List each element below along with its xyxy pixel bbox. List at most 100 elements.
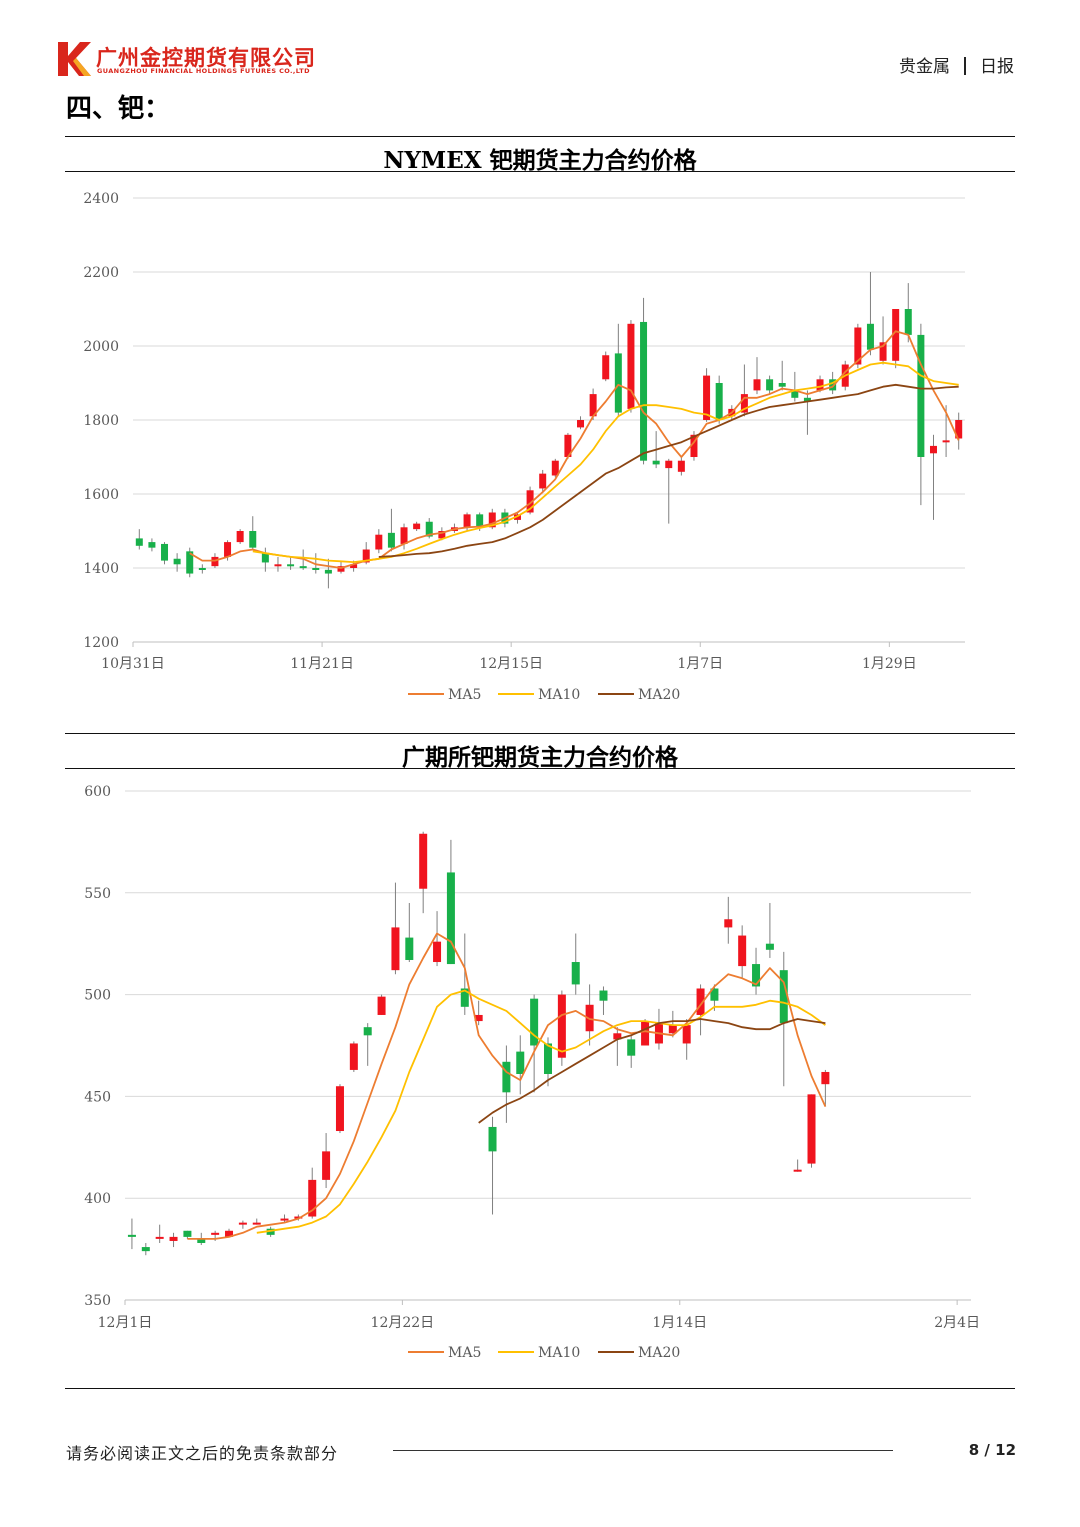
y-tick-label: 1400 xyxy=(83,561,119,577)
candle-up xyxy=(551,460,559,476)
candle-up xyxy=(740,394,748,413)
legend-item: MA10 xyxy=(498,1345,580,1361)
candle-up xyxy=(413,523,421,530)
candle-up xyxy=(322,1151,331,1180)
page-number: 8 / 12 xyxy=(968,1441,1016,1459)
candle-up xyxy=(419,833,428,889)
page-footer: 请务必阅读正文之后的免责条款部分 8 / 12 xyxy=(66,1440,1016,1464)
candle-down xyxy=(266,1228,275,1235)
candle-down xyxy=(652,460,660,465)
candle-down xyxy=(904,309,912,335)
candle-up xyxy=(474,1014,483,1022)
candle-up xyxy=(169,1236,178,1241)
y-tick-label: 1800 xyxy=(83,413,119,429)
candle-up xyxy=(854,327,862,365)
candle-down xyxy=(866,323,874,350)
candle-down xyxy=(186,551,194,574)
x-tick-label: 12月15日 xyxy=(479,656,543,672)
candle-down xyxy=(183,1230,192,1237)
candle-down xyxy=(715,383,723,420)
ma20-line xyxy=(478,1018,826,1124)
candle-up xyxy=(724,919,733,928)
candle-down xyxy=(261,553,269,563)
nymex-candlestick-chart: 1200 1400 1600 1800 2000 2200 2400 10月31日 11月21日… xyxy=(83,191,965,703)
candle-down xyxy=(312,568,320,570)
candle-down xyxy=(363,1027,372,1036)
candle-up xyxy=(665,460,673,469)
candle-up xyxy=(362,549,370,563)
candle-up xyxy=(589,394,597,417)
ma10-line xyxy=(256,989,826,1234)
legend-item: MA5 xyxy=(408,687,481,703)
candle-up xyxy=(668,1025,677,1034)
candle-down xyxy=(765,943,774,950)
header-divider xyxy=(964,57,966,75)
candle-up xyxy=(807,1094,816,1164)
candle-up xyxy=(879,342,887,361)
candle-up xyxy=(613,1033,622,1040)
candle-up xyxy=(703,375,711,420)
candle-up xyxy=(238,1222,247,1225)
candle-down xyxy=(502,1061,511,1093)
candle-up xyxy=(155,1236,164,1239)
candle-down xyxy=(161,543,169,561)
company-name-en: GUANGZHOU FINANCIAL HOLDINGS FUTURES CO.… xyxy=(97,67,310,75)
candle-up xyxy=(337,566,345,572)
y-tick-label: 2400 xyxy=(83,191,119,207)
ma10-line xyxy=(252,361,959,563)
candle-up xyxy=(438,531,446,539)
candle-down xyxy=(135,538,143,546)
y-tick-label: 350 xyxy=(84,1293,111,1309)
candle-down xyxy=(460,988,469,1007)
candle-down xyxy=(249,531,257,548)
category-label: 贵金属 xyxy=(899,57,950,77)
x-tick-label: 1月29日 xyxy=(862,656,917,672)
candle-down xyxy=(791,390,799,398)
candle-up xyxy=(224,542,232,557)
candle-down xyxy=(287,564,295,567)
candle-up xyxy=(294,1216,303,1219)
candle-down xyxy=(127,1234,136,1237)
candle-down xyxy=(544,1043,552,1075)
candle-up xyxy=(539,473,547,489)
candle-up xyxy=(433,941,442,963)
candle-up xyxy=(602,355,610,380)
page-header: 广州金控期货有限公司 GUANGZHOU FINANCIAL HOLDINGS … xyxy=(0,0,1080,90)
x-tick-label: 1月14日 xyxy=(652,1315,707,1331)
candle-down xyxy=(299,566,307,569)
company-name-cn: 广州金控期货有限公司 xyxy=(96,46,316,70)
candle-up xyxy=(211,556,219,567)
candle-down xyxy=(324,569,332,574)
y-tick-label: 600 xyxy=(84,784,111,800)
candle-down xyxy=(752,964,761,987)
candle-up xyxy=(738,935,747,967)
candle-up xyxy=(955,420,963,439)
candle-up xyxy=(463,514,471,528)
footer-divider xyxy=(393,1450,893,1451)
x-tick-label: 1月7日 xyxy=(677,656,723,672)
candle-up xyxy=(564,434,572,457)
candle-up xyxy=(225,1230,234,1237)
company-logo-icon xyxy=(58,42,91,76)
candle-down xyxy=(405,937,414,960)
candle-down xyxy=(387,532,395,548)
x-tick-label: 2月4日 xyxy=(934,1315,980,1331)
nymex-chart-block: NYMEX 钯期货主力合约价格 1200 1400 1600 1800 2000 2200… xyxy=(65,136,1015,716)
candle-down xyxy=(640,321,648,461)
y-tick-label: 1200 xyxy=(83,635,119,651)
candle-up xyxy=(377,996,386,1015)
candle-down xyxy=(198,568,206,570)
candle-up xyxy=(350,564,358,568)
legend-label: MA10 xyxy=(538,1345,580,1361)
gfex-chart-block: 广期所钯期货主力合约价格 350 400 450 500 550 600 12月1日 12月2… xyxy=(65,733,1015,1373)
candle-up xyxy=(349,1043,358,1070)
candle-up xyxy=(375,534,383,550)
candle-up xyxy=(308,1179,317,1217)
candle-down xyxy=(599,990,608,1001)
candle-down xyxy=(627,1039,636,1056)
y-tick-label: 2000 xyxy=(83,339,119,355)
ma5-line xyxy=(189,330,960,569)
legend-item: MA5 xyxy=(408,1345,481,1361)
legend-label: MA5 xyxy=(448,687,481,703)
candle-down xyxy=(425,521,433,537)
